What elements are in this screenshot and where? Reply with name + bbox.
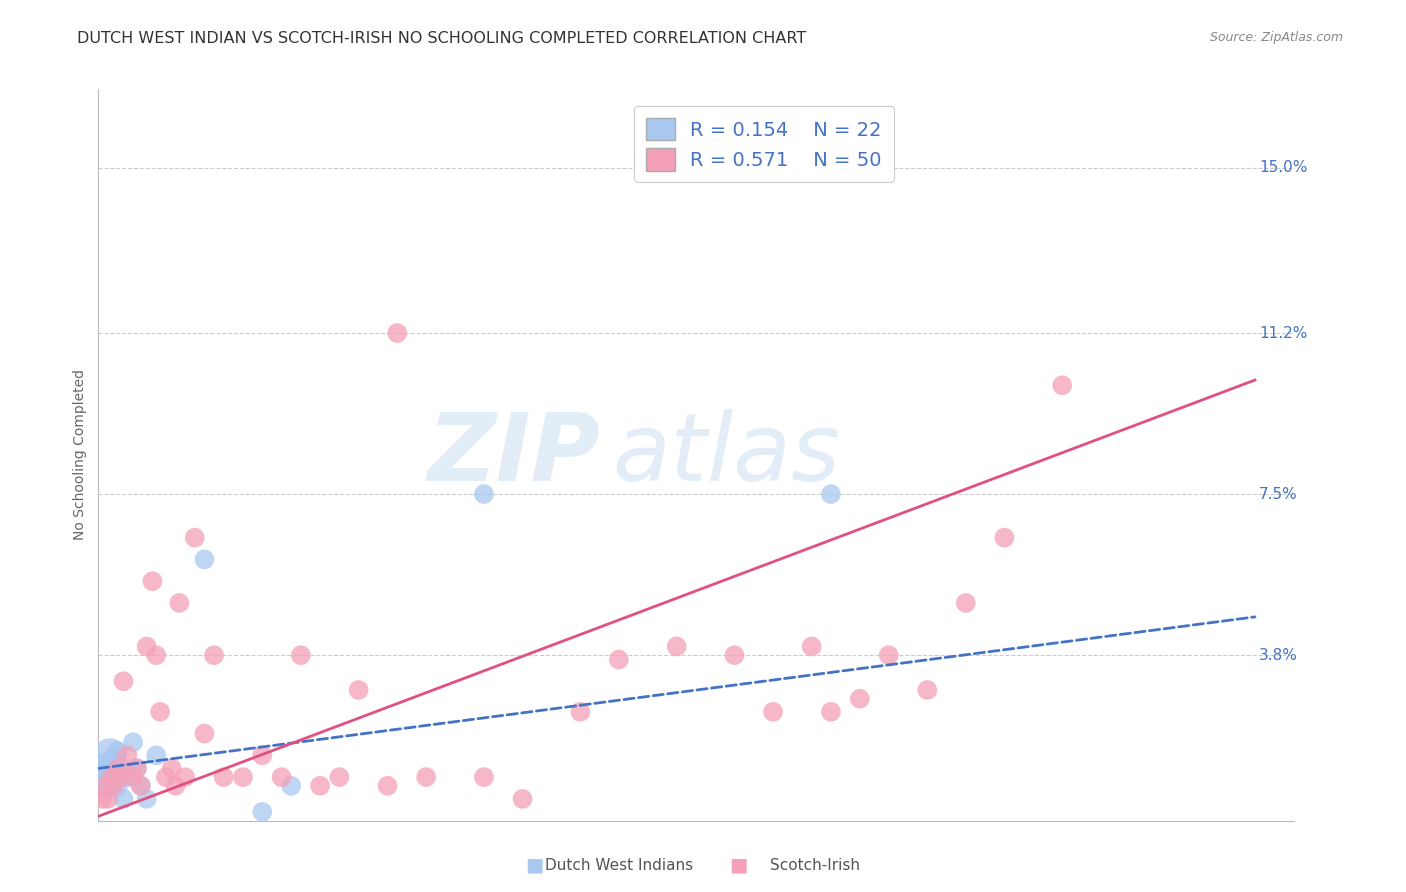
Point (112, 792, 135, 806)
Text: ZIP: ZIP (427, 409, 600, 501)
Point (955, 596, 977, 610)
Point (607, 652, 630, 666)
Text: Dutch West Indians: Dutch West Indians (544, 858, 693, 872)
Point (723, 648, 745, 663)
Point (512, 792, 534, 806)
Text: 11.2%: 11.2% (1258, 326, 1308, 341)
Point (193, 552, 215, 566)
Point (212, 770, 235, 784)
Point (800, 640, 823, 654)
Text: DUTCH WEST INDIAN VS SCOTCH-IRISH NO SCHOOLING COMPLETED CORRELATION CHART: DUTCH WEST INDIAN VS SCOTCH-IRISH NO SCH… (77, 31, 807, 46)
Point (107, 744, 129, 758)
Text: ■: ■ (524, 855, 544, 875)
Point (94, 761, 117, 775)
Point (193, 726, 215, 740)
Text: 3.8%: 3.8% (1258, 648, 1298, 663)
Legend: R = 0.154    N = 22, R = 0.571    N = 50: R = 0.154 N = 22, R = 0.571 N = 50 (634, 106, 894, 182)
Point (101, 770, 124, 784)
Point (125, 761, 148, 775)
Point (129, 779, 152, 793)
Point (917, 683, 939, 698)
Point (91, 770, 114, 784)
Point (820, 487, 842, 501)
Point (141, 574, 163, 589)
Text: 15.0%: 15.0% (1258, 160, 1308, 175)
Point (472, 487, 495, 501)
Point (110, 761, 132, 775)
Point (415, 770, 437, 784)
Point (569, 705, 592, 719)
Point (290, 648, 312, 663)
Point (101, 770, 124, 784)
Point (252, 805, 274, 819)
Y-axis label: No Schooling Completed: No Schooling Completed (73, 369, 87, 541)
Point (280, 779, 302, 793)
Point (97, 792, 120, 806)
Point (762, 705, 785, 719)
Text: 7.5%: 7.5% (1258, 487, 1298, 501)
Text: atlas: atlas (613, 409, 841, 500)
Point (849, 691, 872, 706)
Point (328, 770, 350, 784)
Point (122, 735, 145, 749)
Point (97, 779, 120, 793)
Point (820, 705, 842, 719)
Point (91, 792, 114, 806)
Point (117, 770, 139, 784)
Point (169, 596, 191, 610)
Point (94, 779, 117, 793)
Point (135, 792, 157, 806)
Point (149, 705, 172, 719)
Point (160, 761, 183, 775)
Point (129, 779, 152, 793)
Point (110, 770, 132, 784)
Point (347, 683, 370, 698)
Point (125, 761, 148, 775)
Text: Source: ZipAtlas.com: Source: ZipAtlas.com (1209, 31, 1343, 45)
Point (122, 770, 145, 784)
Point (184, 531, 207, 545)
Point (1050, 378, 1073, 392)
Point (232, 770, 254, 784)
Point (108, 770, 131, 784)
Point (385, 326, 409, 340)
Point (155, 770, 177, 784)
Text: ■: ■ (728, 855, 748, 875)
Point (377, 779, 399, 793)
Point (145, 648, 167, 663)
Point (103, 779, 125, 793)
Point (112, 674, 135, 689)
Point (472, 770, 495, 784)
Point (309, 779, 332, 793)
Point (252, 748, 274, 763)
Point (993, 531, 1015, 545)
Point (107, 761, 129, 775)
Point (270, 770, 292, 784)
Point (174, 770, 197, 784)
Point (104, 779, 127, 793)
Point (135, 640, 157, 654)
Text: Scotch-Irish: Scotch-Irish (770, 858, 860, 872)
Point (877, 648, 900, 663)
Point (165, 779, 187, 793)
Point (103, 753, 125, 767)
Point (117, 748, 139, 763)
Point (202, 648, 225, 663)
Point (98, 748, 121, 763)
Point (145, 748, 167, 763)
Point (665, 640, 688, 654)
